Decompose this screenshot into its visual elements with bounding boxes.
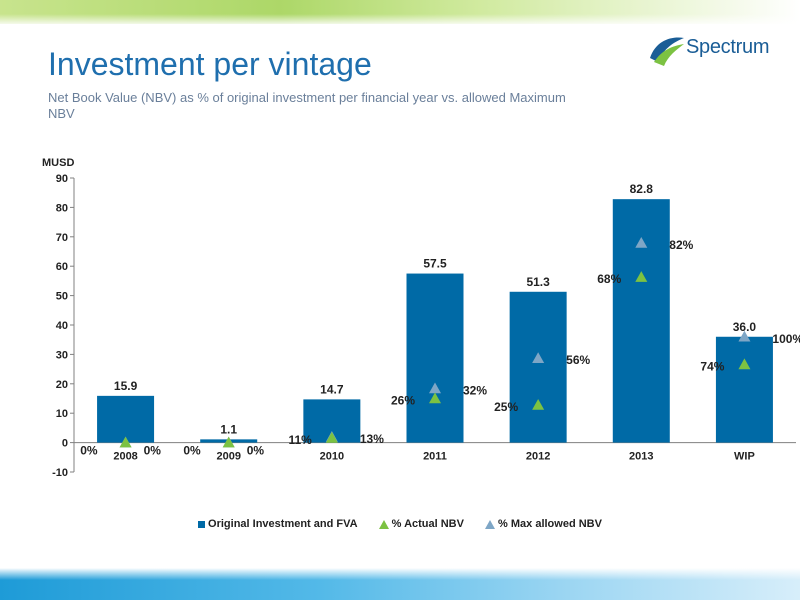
bar-value-label: 51.3: [526, 275, 550, 289]
max-nbv-label: 56%: [566, 353, 590, 367]
actual-nbv-marker: [429, 392, 441, 404]
legend-max-triangle-icon: [485, 519, 496, 529]
legend-bar-swatch: [198, 520, 206, 528]
actual-nbv-marker: [325, 431, 338, 443]
x-category-label: 2010: [320, 451, 344, 463]
max-nbv-label: 13%: [360, 432, 384, 446]
bar-value-label: 82.8: [630, 182, 654, 196]
bar: [612, 199, 670, 443]
spectrum-swoosh-icon: [650, 37, 684, 66]
max-nbv-marker: [429, 382, 441, 394]
chart-labels: 15.9 1.1 14.7 57.5 51.3 82.8 36.0 2008 2009 2010 2…: [80, 182, 800, 462]
actual-nbv-marker: [119, 436, 132, 448]
bar: [97, 395, 155, 443]
y-tick-label: 60: [56, 261, 68, 273]
legend-actual-triangle-icon: [378, 519, 389, 529]
actual-nbv-label: 68%: [597, 272, 621, 286]
x-category-label: 2013: [629, 451, 653, 463]
y-axis-title: MUSD: [42, 157, 74, 169]
actual-nbv-label: 74%: [700, 359, 724, 373]
spectrum-logo: Spectrum: [646, 32, 786, 68]
x-category-label: 2012: [526, 451, 550, 463]
top-decorative-band: [0, 0, 800, 26]
legend-item-investment: Original Investment and FVA: [198, 518, 358, 530]
legend-label-investment: Original Investment and FVA: [208, 518, 358, 530]
actual-nbv-marker: [738, 358, 751, 370]
y-tick-label: 0: [62, 438, 68, 450]
bar-value-label: 57.5: [423, 257, 447, 271]
y-tick-label: 80: [56, 202, 68, 214]
max-nbv-label: 0%: [247, 444, 265, 458]
x-category-label: 2008: [113, 451, 137, 463]
max-nbv-label: 82%: [669, 238, 693, 252]
bar: [406, 273, 464, 443]
bar-value-label: 36.0: [733, 320, 757, 334]
actual-nbv-label: 11%: [288, 433, 312, 447]
actual-nbv-label: 25%: [494, 400, 518, 414]
max-nbv-label: 32%: [463, 384, 487, 398]
max-nbv-marker: [738, 330, 751, 342]
bar-value-label: 15.9: [114, 379, 138, 393]
y-tick-label: 40: [56, 320, 68, 332]
bottom-decorative-band: [0, 568, 800, 600]
legend-label-actual: % Actual NBV: [391, 518, 464, 530]
legend-item-actual: % Actual NBV: [378, 518, 464, 530]
x-category-label: 2011: [423, 451, 447, 463]
x-category-label: WIP: [734, 451, 755, 463]
slide-subtitle: Net Book Value (NBV) as % of original in…: [48, 90, 566, 121]
bar: [509, 291, 567, 443]
slide-title: Investment per vintage: [48, 46, 372, 82]
y-tick-label: 50: [56, 291, 68, 303]
max-nbv-label: 0%: [144, 444, 162, 458]
bar-value-label: 1.1: [220, 422, 237, 436]
chart-legend: Original Investment and FVA % Actual NBV…: [0, 518, 800, 530]
y-tick-label: -10: [52, 467, 68, 479]
chart-axes: -10 0 10 20 30 40 50 60 70 80 90 MUSD: [42, 157, 796, 479]
max-nbv-marker: [635, 236, 648, 248]
y-tick-label: 10: [56, 408, 68, 420]
bar: [715, 336, 773, 443]
actual-nbv-label: 26%: [391, 394, 415, 408]
marker-series: [119, 236, 751, 448]
legend-item-max: % Max allowed NBV: [485, 518, 602, 530]
y-tick-label: 70: [56, 232, 68, 244]
bar-value-label: 14.7: [320, 382, 344, 396]
legend-label-max: % Max allowed NBV: [498, 518, 602, 530]
y-tick-label: 90: [56, 173, 68, 185]
max-nbv-marker: [532, 352, 545, 364]
actual-nbv-marker: [532, 398, 545, 410]
x-category-label: 2009: [216, 451, 240, 463]
actual-nbv-marker: [222, 436, 235, 448]
actual-nbv-label: 0%: [183, 444, 201, 458]
logo-text: Spectrum: [686, 36, 770, 58]
actual-nbv-label: 0%: [80, 444, 98, 458]
max-nbv-label: 100%: [772, 332, 800, 346]
y-tick-label: 30: [56, 349, 68, 361]
y-tick-label: 20: [56, 379, 68, 391]
bar-series: [97, 199, 773, 443]
actual-nbv-marker: [635, 271, 648, 282]
